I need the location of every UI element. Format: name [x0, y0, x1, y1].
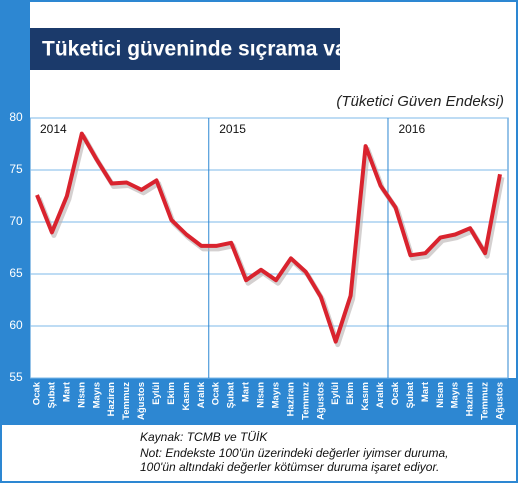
x-tick-label: Ocak — [32, 381, 43, 405]
x-tick-label: Mart — [61, 381, 72, 402]
data-line — [35, 131, 502, 344]
x-tick-label: Mayıs — [91, 382, 102, 408]
y-tick-label: 55 — [9, 370, 23, 384]
title-banner — [30, 28, 340, 70]
bottom-strip — [0, 378, 518, 425]
x-tick-label: Temmuz — [121, 382, 132, 420]
x-tick-label: Ağustos — [495, 382, 506, 420]
x-tick-label: Temmuz — [480, 382, 491, 420]
x-tick-label: Mayıs — [270, 382, 281, 408]
note: Not: Endekste 100'ün üzerindeki değerler… — [140, 446, 448, 460]
y-tick-label: 75 — [9, 162, 23, 176]
x-tick-label: Aralık — [375, 381, 386, 408]
x-tick-label: Ocak — [211, 381, 222, 405]
x-tick-label: Kasım — [360, 382, 371, 411]
x-tick-label: Ağustos — [136, 382, 147, 420]
x-tick-label: Şubat — [226, 381, 237, 408]
x-tick-label: Mart — [420, 381, 431, 402]
x-tick-label: Kasım — [181, 382, 192, 411]
note: 100'ün altındaki değerler kötümser durum… — [140, 460, 439, 474]
x-tick-label: Şubat — [46, 381, 57, 408]
chart-title: Tüketici güveninde sıçrama var — [42, 38, 355, 61]
y-tick-label: 60 — [9, 318, 23, 332]
x-tick-label: Ağustos — [315, 382, 326, 420]
x-tick-label: Mart — [241, 381, 252, 402]
x-tick-label: Eylül — [151, 382, 162, 405]
x-tick-label: Nisan — [76, 382, 87, 408]
x-tick-label: Ekim — [345, 382, 356, 405]
y-tick-label: 80 — [9, 110, 23, 124]
x-tick-label: Temmuz — [300, 382, 311, 420]
x-tick-label: Haziran — [465, 382, 476, 417]
note: Kaynak: TCMB ve TÜİK — [140, 430, 268, 444]
x-tick-label: Mayıs — [450, 382, 461, 408]
x-tick-label: Ekim — [166, 382, 177, 405]
year-label: 2015 — [219, 122, 246, 136]
chart-subtitle: (Tüketici Güven Endeksi) — [336, 93, 504, 110]
x-tick-label: Aralık — [196, 381, 207, 408]
x-tick-label: Haziran — [106, 382, 117, 417]
x-tick-label: Eylül — [330, 382, 341, 405]
x-tick-label: Şubat — [405, 381, 416, 408]
left-strip — [0, 0, 30, 425]
x-tick-label: Ocak — [390, 381, 401, 405]
x-tick-label: Nisan — [256, 382, 267, 408]
year-label: 2014 — [40, 122, 67, 136]
x-tick-label: Haziran — [285, 382, 296, 417]
x-tick-label: Nisan — [435, 382, 446, 408]
year-label: 2016 — [398, 122, 425, 136]
y-tick-label: 65 — [9, 266, 23, 280]
y-tick-label: 70 — [9, 214, 23, 228]
